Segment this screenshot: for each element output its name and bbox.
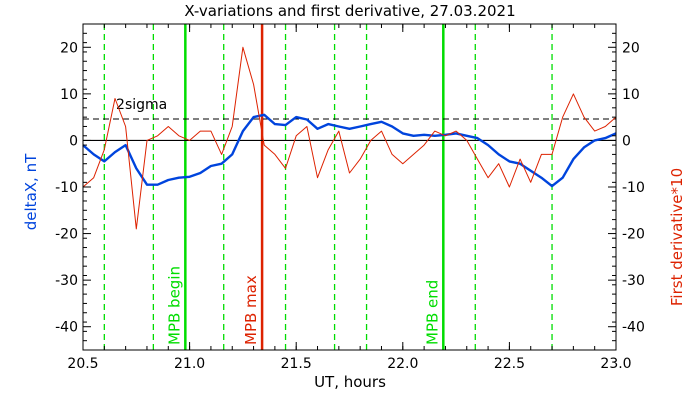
axes: 20.5 21.0 21.5 22.0 22.5 23.0 20 20 10 10 0 0 -10 -10… [55,23,645,372]
series-line-1 [82,46,617,230]
y-tick-label-left-6: -40 [55,320,78,336]
y-tick-label-right-3: -10 [622,180,645,196]
y-tick-label-right-2: 0 [622,133,631,149]
y-axis-label-left: deltaX, nT [22,153,40,230]
y-tick-label-left-2: 0 [69,133,78,149]
plot-frame [82,23,617,351]
x-tick-label-5: 23.0 [600,356,631,372]
y-tick-label-right-6: -40 [622,320,645,336]
x-tick-label-1: 21.0 [174,356,205,372]
x-tick-label-3: 22.0 [387,356,418,372]
y-tick-label-right-5: -30 [622,273,645,289]
x-tick-label-0: 20.5 [67,356,98,372]
marker-label-8: MPB end [423,280,441,345]
y-tick-label-left-1: 10 [60,87,78,103]
y-tick-label-right-1: 10 [622,87,640,103]
marker-label-4: MPB max [242,275,260,345]
x-axis-label: UT, hours [314,373,386,391]
y-tick-label-right-4: -20 [622,227,645,243]
y-tick-label-left-3: -10 [55,180,78,196]
x-tick-label-2: 21.5 [281,356,312,372]
marker-label-2: MPB begin [165,266,183,345]
y-tick-label-left-0: 20 [60,40,78,56]
y-tick-label-left-5: -30 [55,273,78,289]
y-axis-label-right: First derivative*10 [668,168,686,306]
y-tick-label-left-4: -20 [55,227,78,243]
x-tick-label-4: 22.5 [494,356,525,372]
chart-title: X-variations and first derivative, 27.03… [184,2,515,20]
plot-area: MPB begin MPB max MPB end 2sigma [82,24,617,350]
threshold-label: 2sigma [116,97,167,113]
series-line-0 [82,113,617,188]
y-tick-label-right-0: 20 [622,40,640,56]
